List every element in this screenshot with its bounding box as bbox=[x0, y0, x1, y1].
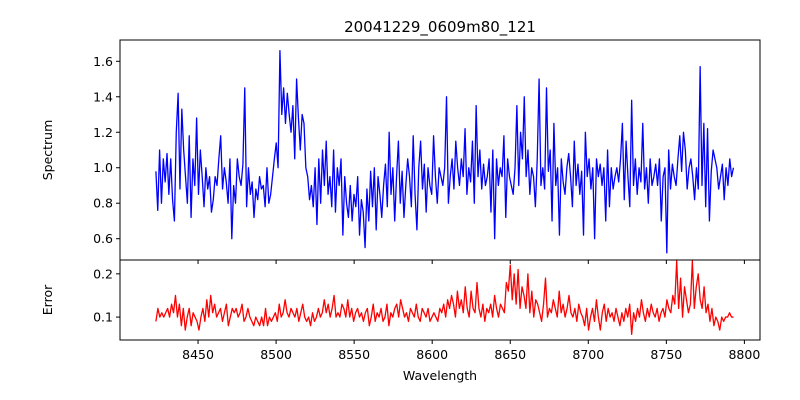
spectrum-y-axis-label: Spectrum bbox=[40, 120, 55, 181]
error-series-line bbox=[155, 260, 734, 336]
x-tick-label: 8450 bbox=[182, 347, 214, 362]
spectrum-y-tick-label: 0.8 bbox=[93, 196, 113, 211]
spectrum-y-tick-label: 1.0 bbox=[93, 160, 113, 175]
spectrum-series-line bbox=[155, 50, 735, 254]
error-axes-frame bbox=[119, 259, 761, 341]
x-tick-label: 8500 bbox=[260, 347, 292, 362]
error-y-axis-label: Error bbox=[40, 284, 55, 315]
x-tick-label: 8550 bbox=[338, 347, 370, 362]
x-axis-label: Wavelength bbox=[403, 368, 477, 383]
spectrum-y-tick-label: 0.6 bbox=[93, 231, 113, 246]
x-tick-label: 8800 bbox=[728, 347, 760, 362]
spectrum-y-tick-label: 1.2 bbox=[93, 125, 113, 140]
x-tick-label: 8700 bbox=[572, 347, 604, 362]
error-y-tick-label: 0.1 bbox=[93, 310, 113, 325]
error-y-tick-label: 0.2 bbox=[93, 266, 113, 281]
spectrum-y-tick-label: 1.6 bbox=[93, 54, 113, 69]
x-tick-label: 8600 bbox=[416, 347, 448, 362]
chart-title: 20041229_0609m80_121 bbox=[344, 18, 536, 37]
x-tick-label: 8650 bbox=[494, 347, 526, 362]
error-panel: 0.1 0.2 Error 8450 8500 8550 8600 8650 8700 8750 8… bbox=[40, 259, 761, 362]
spectrum-y-tick-label: 1.4 bbox=[93, 89, 113, 104]
x-tick-label: 8750 bbox=[650, 347, 682, 362]
